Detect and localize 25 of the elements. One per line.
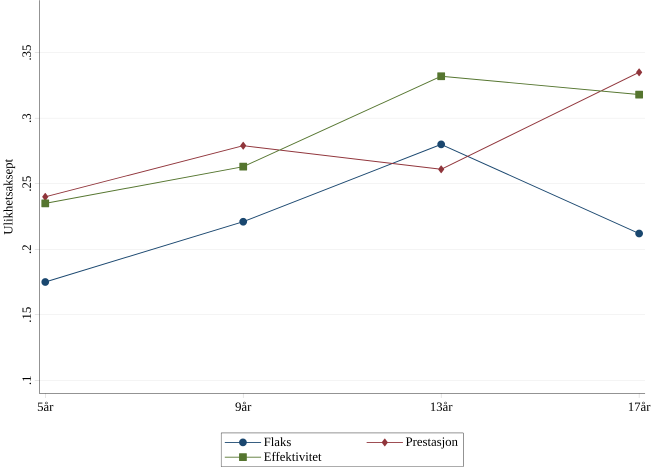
x-tick-label: 13år	[430, 402, 452, 412]
x-tick-label: 17år	[628, 402, 650, 412]
point	[437, 72, 446, 80]
y-tick-label: .2	[22, 245, 32, 254]
point	[635, 230, 644, 238]
point	[239, 218, 248, 226]
y-tick-label: .25	[22, 176, 32, 191]
point	[41, 278, 50, 286]
y-tick-label: .35	[22, 45, 32, 60]
y-axis-title: Ulikhetsaksept	[4, 159, 16, 234]
point	[240, 142, 246, 150]
y-tick-label: .1	[22, 376, 32, 384]
point	[636, 68, 642, 76]
point	[41, 200, 50, 208]
y-tick-label: .15	[22, 307, 32, 322]
y-tick-label: .3	[22, 114, 32, 122]
point	[438, 165, 444, 174]
legend-label: Prestasjon	[406, 437, 458, 449]
legend-label: Effektivitet	[264, 452, 322, 462]
point	[437, 140, 446, 148]
point	[239, 162, 248, 171]
legend-label: Flaks	[264, 437, 291, 446]
point	[635, 90, 644, 98]
x-tick-label: 9år	[235, 402, 252, 412]
x-tick-label: 5år	[38, 402, 54, 412]
